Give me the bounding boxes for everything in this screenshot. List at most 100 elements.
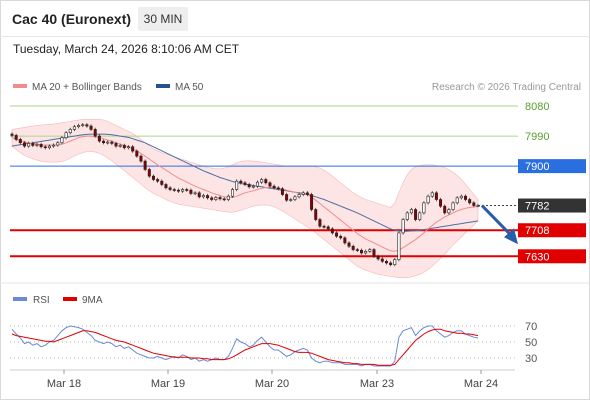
level-label-bg-7900 (518, 159, 586, 174)
candle-body (102, 140, 106, 144)
header-divider (0, 36, 590, 37)
candle-body (110, 141, 114, 144)
candle-body (351, 245, 355, 250)
candle-body (27, 143, 31, 147)
candle-body (156, 179, 160, 182)
candle-body (122, 145, 126, 149)
candle-body (289, 199, 293, 201)
rsi-ma-line (11, 328, 479, 366)
candle-body (255, 181, 259, 187)
candle-body (384, 260, 388, 264)
candle-body (293, 196, 297, 200)
candle-body (185, 189, 189, 191)
candle-body (131, 146, 135, 152)
candle-body (318, 219, 322, 227)
candle-body (355, 249, 359, 251)
candle-body (22, 142, 26, 147)
candle-body (322, 225, 326, 228)
candle-body (409, 209, 413, 214)
candle-body (201, 195, 205, 198)
candle-body (264, 179, 268, 184)
copyright-text: Research © 2026 Trading Central (432, 82, 581, 93)
candle-body (372, 249, 376, 257)
candle-body (181, 189, 185, 192)
candle-body (235, 180, 239, 190)
candle-body (326, 226, 330, 230)
x-tick-label: Mar 20 (255, 378, 289, 390)
legend-ma50-swatch (156, 84, 170, 88)
candle-body (226, 195, 230, 200)
level-label-8080: 8080 (525, 101, 549, 113)
x-tick-label: Mar 18 (47, 378, 81, 390)
legend-rsi-label: RSI (33, 295, 50, 306)
candle-body (81, 124, 85, 127)
candle-body (285, 194, 289, 201)
legend-rsi-ma-swatch (63, 297, 77, 301)
candle-body (418, 212, 422, 220)
rsi-tick-30: 30 (525, 353, 537, 365)
candle-body (143, 160, 147, 170)
legend-ma50-label: MA 50 (175, 82, 204, 93)
rsi-tick-70: 70 (525, 321, 537, 333)
candle-body (218, 197, 222, 200)
rsi-tick-50: 50 (525, 337, 537, 349)
legend-ma20-swatch (13, 84, 27, 88)
main-legend: MA 20 + Bollinger Bands MA 50 (13, 82, 204, 93)
rsi-pane: 70 50 30 (10, 321, 537, 367)
bollinger-band-area (11, 119, 479, 278)
level-label-7630: 7630 (525, 251, 549, 263)
candle-body (301, 192, 305, 195)
candle-body (260, 179, 264, 183)
candle-body (443, 205, 447, 214)
x-tick-label: Mar 24 (464, 378, 498, 390)
candle-body (451, 202, 455, 210)
candle-body (14, 135, 18, 140)
candle-body (439, 199, 443, 207)
chart-datetime: Tuesday, March 24, 2026 8:10:06 AM CET (13, 42, 240, 56)
candle-body (380, 258, 384, 262)
candle-body (214, 197, 218, 200)
rsi-line (11, 325, 479, 367)
candle-body (368, 249, 372, 252)
candle-body (459, 195, 463, 199)
x-tick-label: Mar 19 (151, 378, 185, 390)
level-label-7708: 7708 (525, 225, 549, 237)
candle-body (68, 129, 72, 134)
timeframe-badge[interactable]: 30 MIN (138, 7, 188, 31)
candle-body (114, 143, 118, 147)
candle-body (476, 205, 480, 207)
level-label-7990: 7990 (525, 131, 549, 143)
candle-body (276, 187, 280, 190)
candle-body (272, 185, 276, 189)
candle-body (56, 142, 60, 146)
instrument-title: Cac 40 (Euronext) (12, 11, 132, 27)
candle-body (31, 143, 35, 146)
candle-body (164, 184, 168, 189)
candle-body (243, 182, 247, 185)
candle-body (297, 194, 301, 198)
candle-body (422, 202, 426, 214)
x-tick-label: Mar 23 (360, 378, 394, 390)
forecast-arrow (480, 204, 518, 245)
candle-body (231, 189, 235, 197)
candle-body (168, 187, 172, 190)
candle-body (268, 182, 272, 187)
candle-body (314, 209, 318, 220)
candle-body (347, 242, 351, 247)
candles (10, 123, 480, 267)
candle-body (455, 197, 459, 204)
candle-body (77, 125, 81, 128)
candle-body (305, 192, 309, 195)
price-level-labels: 8080 7990 7900 7782 7708 7630 (518, 101, 586, 264)
candle-body (97, 135, 101, 142)
candle-body (251, 185, 255, 188)
candle-body (364, 250, 368, 254)
candle-body (43, 146, 47, 149)
candle-body (401, 219, 405, 234)
candle-body (222, 198, 226, 201)
candle-body (472, 202, 476, 206)
candle-body (193, 192, 197, 195)
candle-body (280, 188, 284, 195)
rsi-legend: RSI 9MA (13, 295, 103, 306)
